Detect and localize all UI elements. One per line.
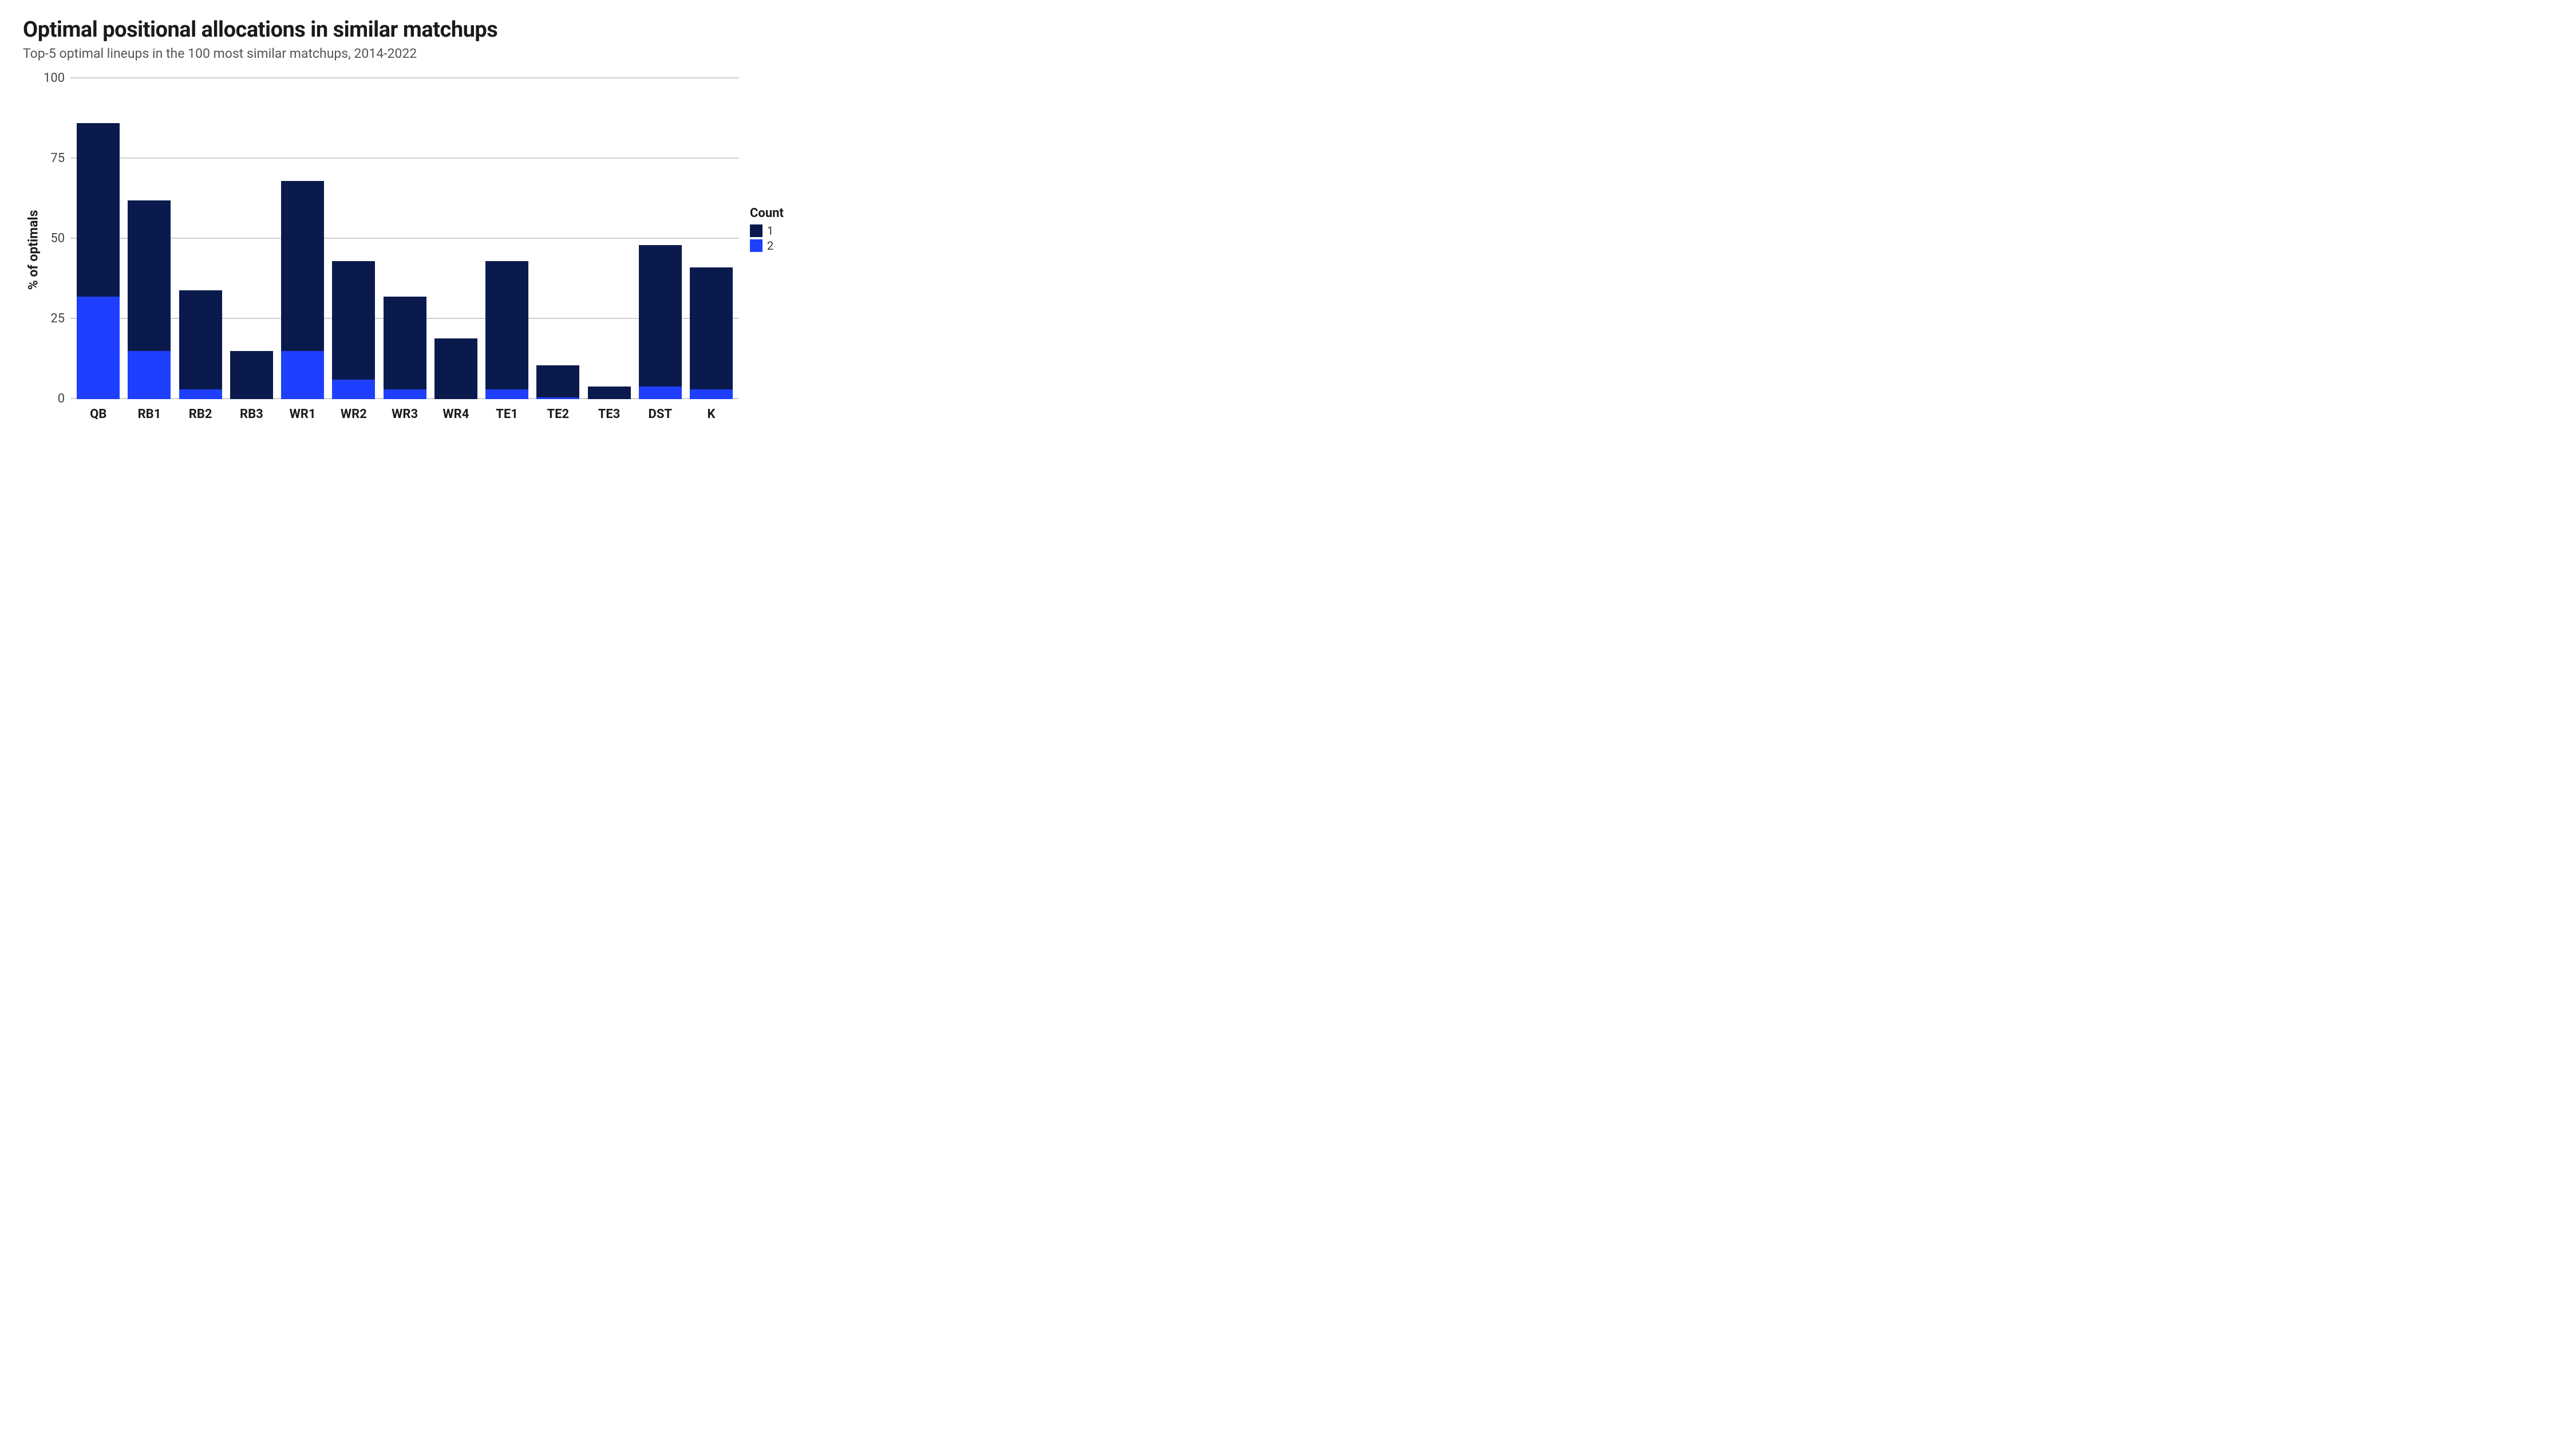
bar-slot — [175, 78, 226, 399]
bar-slot — [430, 78, 481, 399]
bar-te3 — [588, 387, 631, 399]
bar-segment — [179, 389, 222, 399]
bar-te1 — [485, 261, 528, 399]
legend-swatch — [750, 239, 762, 252]
x-label: WR1 — [277, 407, 328, 421]
bar-rb3 — [230, 351, 273, 399]
bar-segment — [77, 297, 120, 399]
bar-qb — [77, 123, 120, 399]
bar-wr4 — [434, 338, 477, 399]
bar-slot — [380, 78, 430, 399]
y-axis-label-wrap: % of optimals — [23, 78, 44, 421]
x-label: TE1 — [481, 407, 532, 421]
legend-label: 2 — [767, 239, 773, 253]
bar-slot — [686, 78, 737, 399]
bar-segment — [639, 245, 682, 386]
plot-area — [70, 78, 739, 399]
x-label: WR4 — [430, 407, 481, 421]
legend-item: 2 — [750, 239, 784, 253]
bar-k — [690, 267, 733, 399]
legend-item: 1 — [750, 224, 784, 238]
y-axis-ticks: 1007550250 — [44, 78, 70, 399]
bar-segment — [281, 181, 324, 351]
bar-segment — [77, 123, 120, 296]
bar-slot — [481, 78, 532, 399]
bar-wr3 — [384, 297, 426, 399]
chart-subtitle: Top-5 optimal lineups in the 100 most si… — [23, 46, 836, 61]
bar-wr1 — [281, 181, 324, 399]
bar-te2 — [536, 365, 579, 399]
x-label: QB — [73, 407, 124, 421]
bar-slot — [635, 78, 686, 399]
bar-segment — [485, 261, 528, 389]
bar-segment — [332, 261, 375, 380]
bar-segment — [332, 380, 375, 399]
legend-swatch — [750, 224, 762, 237]
plot-column: 1007550250 QBRB1RB2RB3WR1WR2WR3WR4TE1TE2… — [44, 78, 739, 421]
x-label: WR2 — [328, 407, 379, 421]
figure: % of optimals 1007550250 QBRB1RB2RB3WR1W… — [23, 78, 836, 421]
x-label: WR3 — [380, 407, 430, 421]
x-label: RB1 — [124, 407, 175, 421]
bar-segment — [384, 297, 426, 389]
bar-segment — [179, 290, 222, 390]
bar-segment — [536, 365, 579, 397]
x-axis-labels: QBRB1RB2RB3WR1WR2WR3WR4TE1TE2TE3DSTK — [70, 399, 739, 421]
chart-title: Optimal positional allocations in simila… — [23, 17, 836, 42]
bar-segment — [485, 389, 528, 399]
bar-segment — [230, 351, 273, 399]
x-label: RB2 — [175, 407, 226, 421]
bar-segment — [128, 351, 171, 399]
bar-slot — [73, 78, 124, 399]
y-axis-label: % of optimals — [26, 210, 41, 290]
bar-segment — [128, 200, 171, 351]
x-label: TE2 — [532, 407, 583, 421]
bar-rb2 — [179, 290, 222, 399]
bar-segment — [536, 397, 579, 399]
bar-slot — [124, 78, 175, 399]
x-label: DST — [635, 407, 686, 421]
bar-slot — [583, 78, 634, 399]
bar-wr2 — [332, 261, 375, 399]
legend: Count 12 — [750, 206, 784, 253]
bar-dst — [639, 245, 682, 399]
bar-slot — [277, 78, 328, 399]
chart-container: Optimal positional allocations in simila… — [0, 0, 859, 481]
bar-segment — [639, 387, 682, 399]
bars — [70, 78, 739, 399]
bar-segment — [588, 387, 631, 399]
bar-segment — [690, 389, 733, 399]
bar-segment — [434, 338, 477, 399]
bar-slot — [328, 78, 379, 399]
legend-label: 1 — [767, 224, 773, 238]
bar-rb1 — [128, 200, 171, 399]
bar-segment — [281, 351, 324, 399]
bar-slot — [532, 78, 583, 399]
x-label: TE3 — [583, 407, 634, 421]
bar-segment — [384, 389, 426, 399]
x-label: K — [686, 407, 737, 421]
plot-row: 1007550250 — [44, 78, 739, 399]
bar-segment — [690, 267, 733, 389]
x-label: RB3 — [226, 407, 277, 421]
legend-title: Count — [750, 206, 784, 220]
bar-slot — [226, 78, 277, 399]
